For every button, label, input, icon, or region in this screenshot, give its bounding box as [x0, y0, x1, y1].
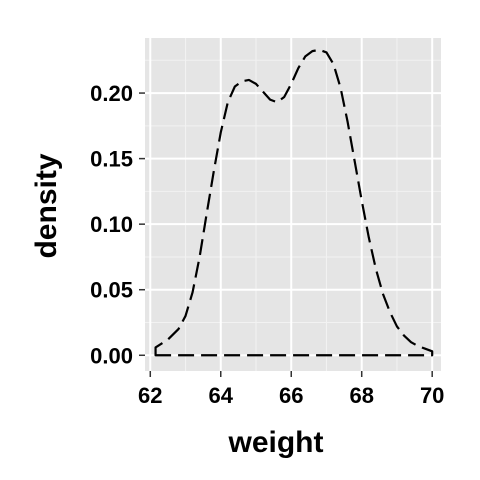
y-tick-label: 0.00 — [90, 343, 133, 368]
density-curve — [154, 48, 434, 357]
x-tick-label: 66 — [279, 383, 303, 408]
x-tick-label: 70 — [420, 383, 444, 408]
y-tick-label: 0.05 — [90, 278, 133, 303]
x-axis-ticks: 62 64 66 68 70 — [138, 371, 444, 408]
y-tick-label: 0.10 — [90, 212, 133, 237]
major-gridlines — [145, 38, 441, 371]
x-tick-label: 64 — [209, 383, 234, 408]
x-tick-label: 62 — [138, 383, 162, 408]
x-axis-title: weight — [228, 426, 324, 459]
y-axis-ticks: 0.00 0.05 0.10 0.15 0.20 — [90, 81, 145, 368]
y-tick-label: 0.20 — [90, 81, 133, 106]
y-tick-label: 0.15 — [90, 147, 133, 172]
y-axis-title: density — [30, 153, 63, 258]
x-tick-label: 68 — [349, 383, 373, 408]
